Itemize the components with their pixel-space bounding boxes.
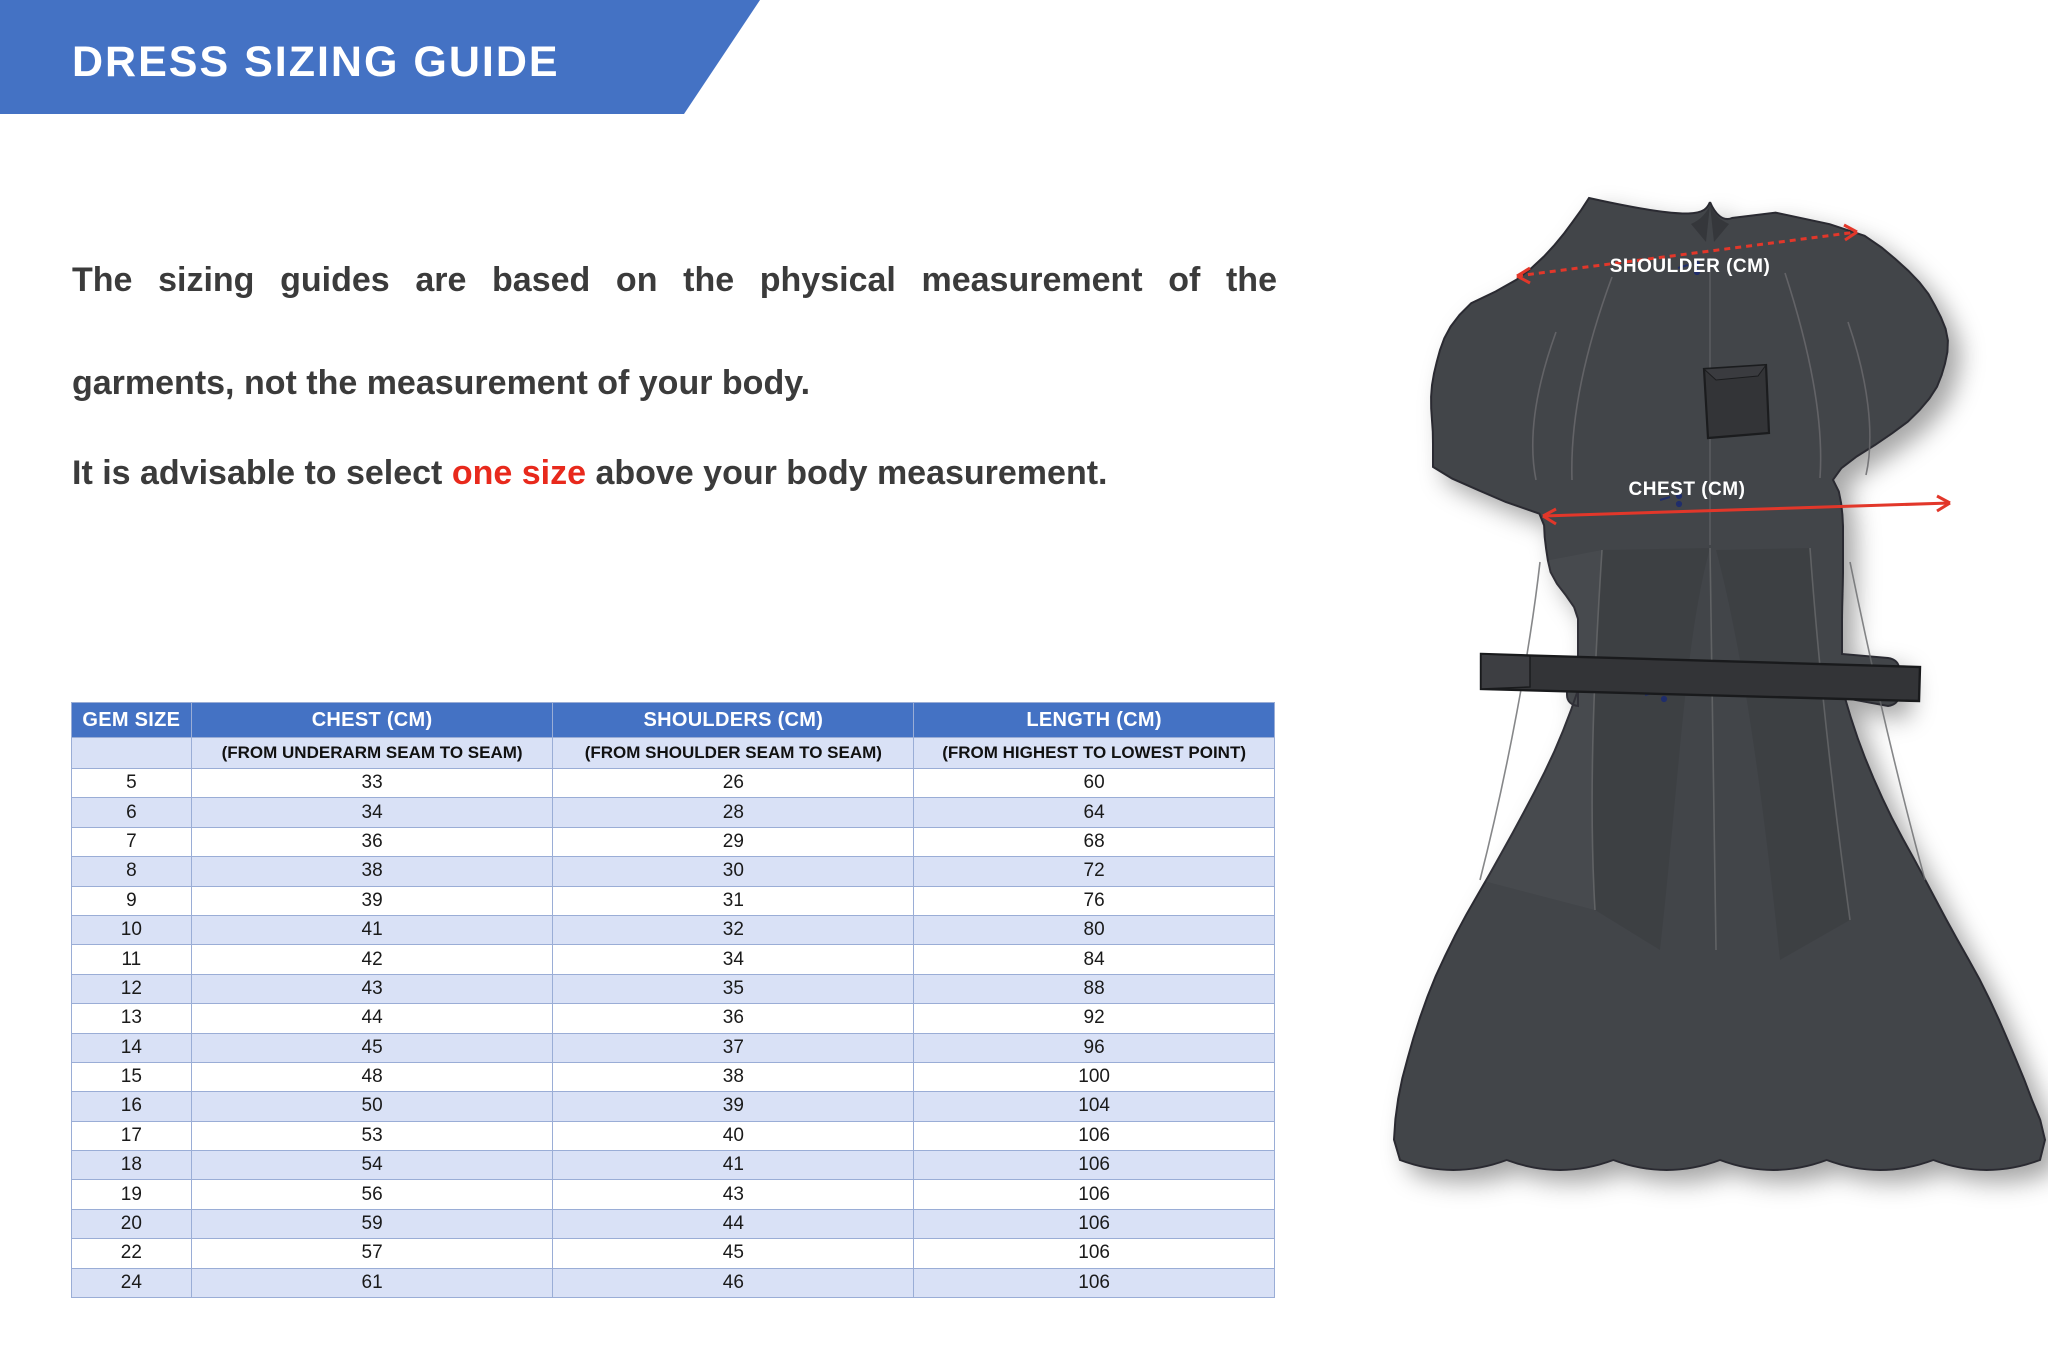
svg-text:CHEST (CM): CHEST (CM) [1629, 479, 1746, 500]
svg-text:SHOULDER (CM): SHOULDER (CM) [1610, 256, 1771, 277]
